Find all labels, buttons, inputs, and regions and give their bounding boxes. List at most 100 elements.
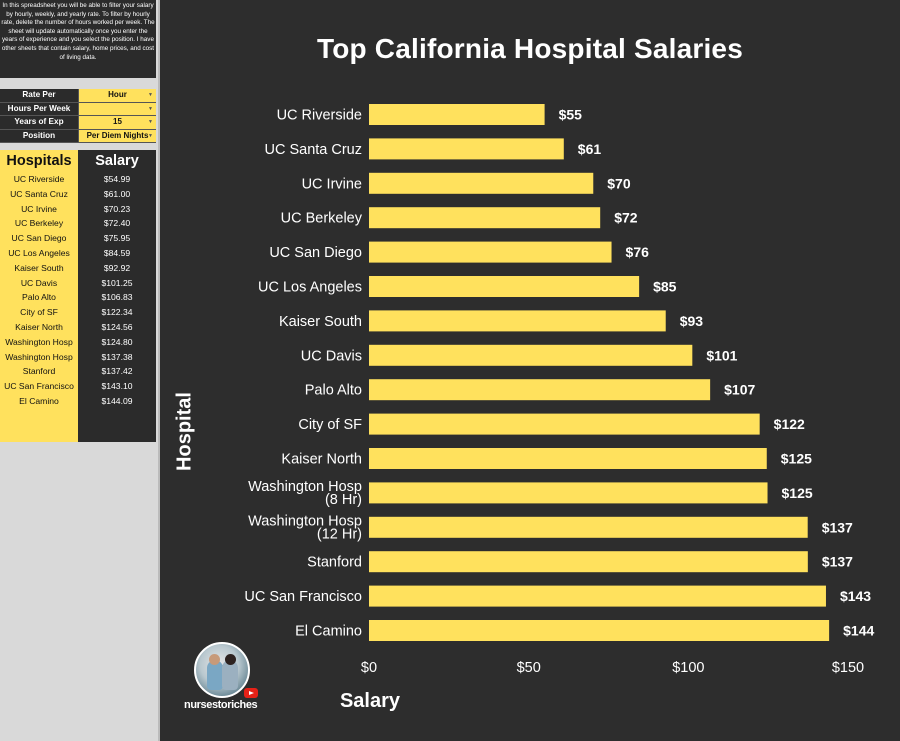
bar xyxy=(369,516,808,538)
bar xyxy=(369,104,545,125)
filter-controls: Rate Per Hour ▼ Hours Per Week ▼ Years of… xyxy=(0,89,156,143)
youtube-icon[interactable] xyxy=(244,688,258,698)
salary-cell: $144.09 xyxy=(101,396,133,406)
rate-per-row: Rate Per Hour ▼ xyxy=(0,89,156,103)
bar xyxy=(369,551,808,573)
hospital-cell: UC San Francisco xyxy=(4,381,74,392)
position-select[interactable]: Per Diem Nights ▼ xyxy=(79,129,156,142)
data-label: $55 xyxy=(559,107,583,123)
data-label: $93 xyxy=(680,313,704,329)
hospital-cell: UC Riverside xyxy=(13,174,65,184)
bar xyxy=(369,620,830,641)
dropdown-arrow-icon[interactable]: ▼ xyxy=(148,132,153,139)
hours-per-week-input[interactable]: ▼ xyxy=(79,102,156,115)
dropdown-arrow-icon[interactable]: ▼ xyxy=(148,119,153,125)
x-tick-label: $0 xyxy=(361,660,377,676)
table-row: Kaiser South $92.92 xyxy=(0,261,156,276)
bar xyxy=(369,482,768,504)
hours-per-week-label: Hours Per Week xyxy=(0,102,79,115)
chart-panel: Top California Hospital Salaries $55 UC R… xyxy=(160,0,900,741)
avatar-head-icon xyxy=(209,654,220,665)
data-label: $107 xyxy=(724,382,755,398)
category-label: Washington Hosp (12 Hr) xyxy=(248,513,362,542)
years-of-exp-value: 15 xyxy=(113,117,122,126)
table-row: Kaiser North $124.56 xyxy=(0,320,156,335)
spreadsheet-panel: In this spreadsheet you will be able to … xyxy=(0,0,160,741)
category-label: UC San Francisco xyxy=(244,589,362,605)
bar xyxy=(369,585,826,607)
category-label: Stanford xyxy=(307,555,362,571)
avatar-person-icon xyxy=(222,660,238,690)
salary-header: Salary xyxy=(95,153,139,169)
hospital-cell: Kaiser North xyxy=(15,322,63,332)
dropdown-arrow-icon[interactable]: ▼ xyxy=(148,92,153,98)
category-label: UC Davis xyxy=(301,348,362,364)
position-row: Position Per Diem Nights ▼ xyxy=(0,129,156,143)
data-label: $125 xyxy=(781,451,812,467)
table-row: City of SF $122.34 xyxy=(0,305,156,320)
hospital-cell: UC Davis xyxy=(20,277,58,288)
salary-cell: $61.00 xyxy=(103,188,131,199)
salary-cell: $101.25 xyxy=(101,277,133,288)
table-row: UC San Francisco $143.10 xyxy=(0,379,156,394)
x-tick-label: $100 xyxy=(672,660,704,676)
intro-text: In this spreadsheet you will be able to … xyxy=(0,0,156,78)
category-label: UC Berkeley xyxy=(281,211,363,227)
category-label: UC Riverside xyxy=(277,108,362,124)
category-label: Kaiser South xyxy=(279,314,362,330)
hospital-cell: City of SF xyxy=(20,307,58,318)
bar xyxy=(369,138,564,160)
avatar-person-icon xyxy=(207,660,223,690)
data-label: $72 xyxy=(614,210,638,226)
x-tick-label: $50 xyxy=(517,660,541,676)
hospitals-header: Hospitals xyxy=(6,153,72,169)
table-row: Washington Hosp $124.80 xyxy=(0,335,156,350)
y-axis-label: Hospital xyxy=(173,392,196,471)
data-label: $137 xyxy=(822,519,853,535)
avatar xyxy=(194,642,250,698)
category-label: UC San Diego xyxy=(269,245,362,261)
table-row: UC Irvine $70.23 xyxy=(0,202,156,217)
table-row: UC Riverside $54.99 xyxy=(0,172,156,187)
hospital-cell: UC Los Angeles xyxy=(8,248,70,258)
hospital-cell: UC San Diego xyxy=(11,233,67,244)
table-row: UC San Diego $75.95 xyxy=(0,231,156,246)
x-axis-label: Salary xyxy=(339,690,401,712)
years-of-exp-select[interactable]: 15 ▼ xyxy=(79,116,156,129)
data-label: $144 xyxy=(843,623,874,639)
bar xyxy=(369,172,594,194)
bar xyxy=(369,207,601,229)
hospital-cell: UC Irvine xyxy=(21,203,57,214)
hospital-cell: Kaiser South xyxy=(14,262,64,273)
hospital-column-bg xyxy=(0,150,78,442)
category-label: El Camino xyxy=(295,624,362,640)
hospital-cell: Stanford xyxy=(22,366,56,377)
table-row: Washington Hosp $137.38 xyxy=(0,350,156,365)
salary-cell: $75.95 xyxy=(103,233,131,244)
years-of-exp-row: Years of Exp 15 ▼ xyxy=(0,116,156,130)
salary-cell: $143.10 xyxy=(101,381,133,392)
bar-chart: $55 UC Riverside $61 UC Santa Cruz $70 UC Irv… xyxy=(244,104,874,676)
salary-cell: $106.83 xyxy=(101,292,133,303)
table-row: Palo Alto $106.83 xyxy=(0,290,156,305)
bar xyxy=(369,413,760,435)
category-label: UC Los Angeles xyxy=(258,280,362,296)
rate-per-select[interactable]: Hour ▼ xyxy=(79,89,156,102)
data-label: $143 xyxy=(840,588,871,604)
bar xyxy=(369,310,666,332)
hospital-cell: UC Santa Cruz xyxy=(10,188,68,199)
bar xyxy=(369,276,640,297)
hospital-cell: Palo Alto xyxy=(22,292,56,303)
rate-per-value: Hour xyxy=(108,90,127,99)
salary-cell: $54.99 xyxy=(103,174,131,184)
table-row: UC Santa Cruz $61.00 xyxy=(0,187,156,202)
salary-cell: $122.34 xyxy=(101,307,133,318)
table-row: UC Berkeley $72.40 xyxy=(0,216,156,231)
hours-per-week-row: Hours Per Week ▼ xyxy=(0,102,156,116)
data-label: $101 xyxy=(706,347,737,363)
brand-name: nursestoriches xyxy=(184,699,258,711)
rate-per-label: Rate Per xyxy=(0,89,79,102)
salary-cell: $84.59 xyxy=(103,248,131,258)
dropdown-arrow-icon[interactable]: ▼ xyxy=(148,105,153,112)
data-label: $61 xyxy=(578,141,602,157)
